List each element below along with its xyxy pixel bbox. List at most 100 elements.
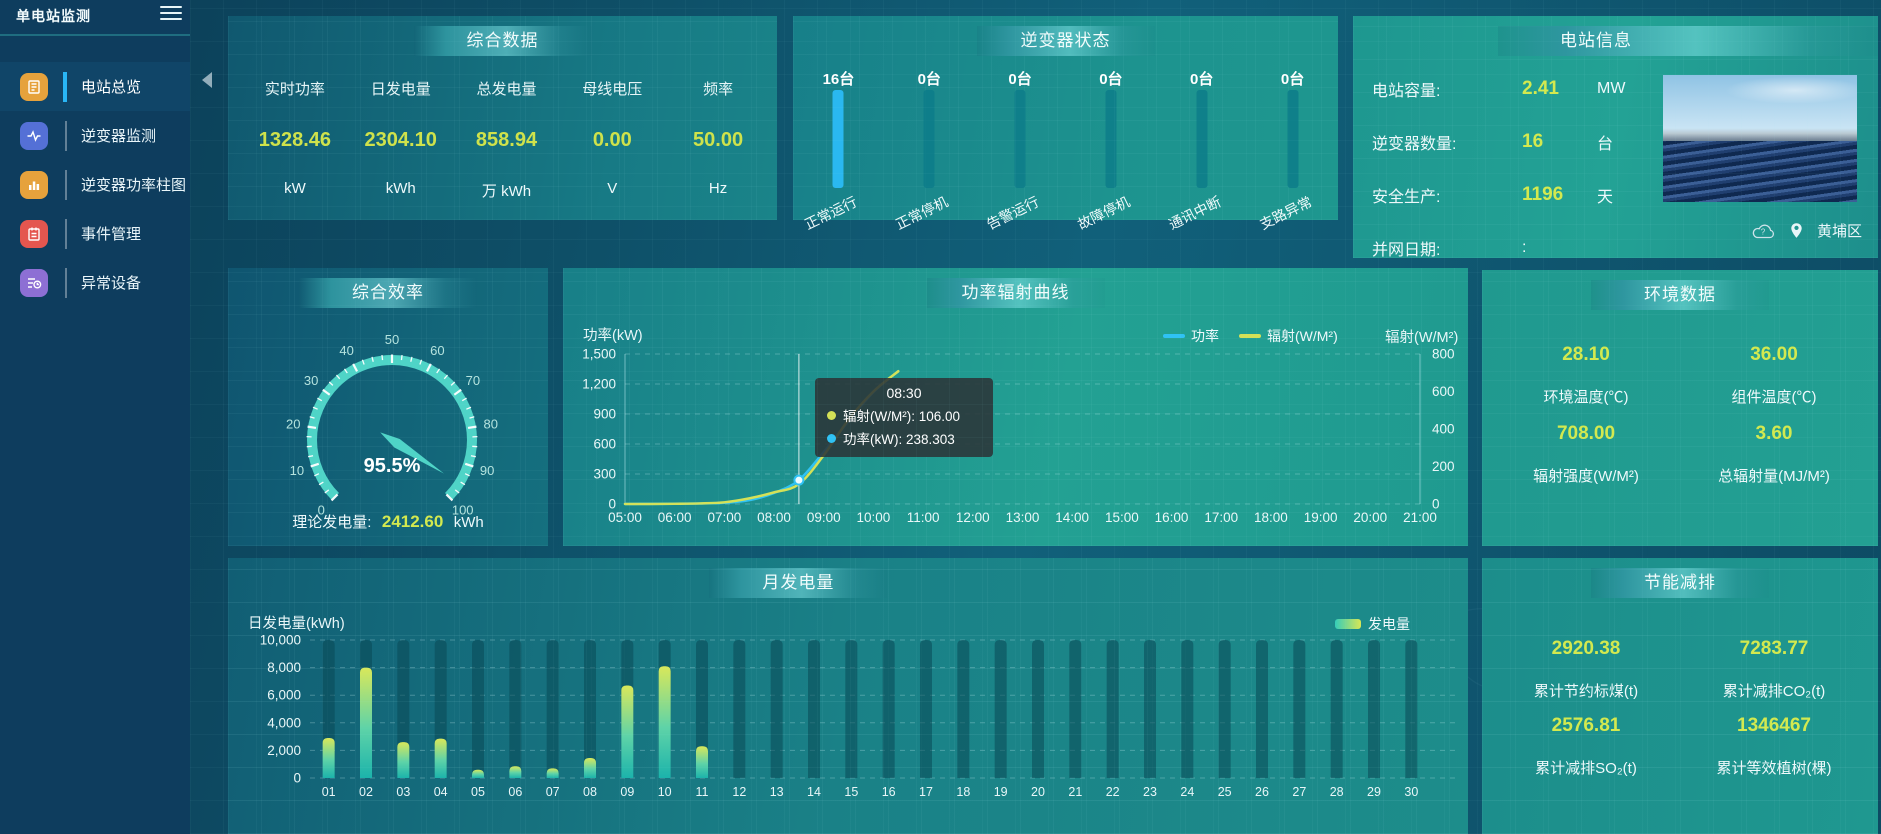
metric-label: 日发电量	[370, 81, 431, 98]
svg-text:90: 90	[480, 463, 494, 478]
inverter-count-row: 逆变器数量: 16 台	[1372, 115, 1672, 168]
svg-text:13:00: 13:00	[1006, 510, 1040, 525]
chart-tooltip: 08:30 辐射(W/M²): 106.00 功率(kW): 238.303	[815, 378, 993, 457]
legend-item-power[interactable]: 功率	[1163, 326, 1219, 346]
stat-label: 累计减排SO₂(t)	[1535, 760, 1637, 777]
svg-text:40: 40	[339, 343, 353, 358]
svg-text:12: 12	[732, 785, 746, 799]
status-bar	[1196, 90, 1208, 188]
panel-summary-data: 综合数据 实时功率 1328.46 kW 日发电量 2304.10 kWh 总发…	[228, 16, 777, 220]
sidebar-item-station-overview[interactable]: 电站总览	[0, 62, 190, 111]
panel-collapse-arrow-icon[interactable]	[202, 72, 212, 88]
panel-title: 月发电量	[709, 568, 888, 598]
sidebar-item-inverter-power-bars[interactable]: 逆变器功率柱图	[0, 160, 190, 209]
svg-text:60: 60	[430, 343, 444, 358]
stat-value: 3.60	[1755, 423, 1793, 444]
sidebar-item-label: 电站总览	[81, 79, 142, 96]
svg-text:11:00: 11:00	[907, 510, 940, 525]
status-bar	[923, 90, 935, 188]
svg-text:14:00: 14:00	[1055, 510, 1089, 525]
savings-coal: 2920.38 累计节约标煤(t)	[1492, 638, 1680, 701]
theoretical-generation: 理论发电量: 2412.60 kWh	[228, 511, 548, 532]
sidebar-item-inverter-monitor[interactable]: 逆变器监测	[0, 111, 190, 160]
inverter-status-column: 0台 通讯中断	[1156, 56, 1247, 232]
svg-text:07:00: 07:00	[707, 510, 741, 525]
svg-text:16: 16	[882, 785, 896, 799]
panel-title: 环境数据	[1591, 280, 1769, 310]
stat-value: 708.00	[1556, 423, 1616, 444]
environment-grid: 28.10 环境温度(℃) 36.00 组件温度(℃) 708.00 辐射强度(…	[1492, 344, 1868, 486]
notebook-icon	[20, 219, 48, 248]
row-value: 1196	[1522, 183, 1564, 205]
panel-power-radiation-curve: 功率辐射曲线 功率(kW) 功率 辐射(W/M²) 辐射(W/M²) 1,500…	[563, 268, 1468, 546]
document-icon	[20, 72, 48, 101]
legend-label: 发电量	[1368, 616, 1410, 632]
metric-bus-voltage: 母线电压 0.00 V	[559, 64, 665, 212]
svg-text:19: 19	[994, 785, 1008, 799]
bar-chart-icon	[20, 170, 48, 199]
panel-title: 功率辐射曲线	[926, 278, 1105, 308]
stat-label: 辐射强度(W/M²)	[1533, 468, 1639, 485]
waveform-icon	[20, 121, 48, 150]
sidebar-item-abnormal-devices[interactable]: 异常设备	[0, 258, 190, 307]
inverter-status-column: 0台 支路异常	[1247, 56, 1338, 232]
svg-text:09: 09	[620, 785, 634, 799]
svg-text:06:00: 06:00	[658, 510, 692, 525]
row-value: :	[1522, 238, 1527, 256]
footer-label: 理论发电量:	[292, 514, 372, 531]
svg-text:30: 30	[1404, 785, 1418, 799]
metric-unit: Hz	[708, 180, 728, 197]
location-pin-icon[interactable]	[1790, 222, 1803, 239]
svg-text:04: 04	[434, 785, 448, 799]
savings-trees: 1346467 累计等效植树(棵)	[1680, 715, 1868, 778]
svg-text:16:00: 16:00	[1155, 510, 1189, 525]
station-footer: ? 黄埔区	[1752, 220, 1862, 241]
panel-monthly-generation: 月发电量 日发电量(kWh) 发电量 10,000 8,000 6,000 4,000…	[228, 558, 1468, 834]
svg-text:25: 25	[1218, 785, 1232, 799]
cloud-icon[interactable]: ?	[1752, 223, 1776, 239]
stat-value: 36.00	[1750, 344, 1798, 365]
svg-text:4,000: 4,000	[267, 715, 301, 730]
status-bar	[832, 90, 844, 188]
svg-text:28: 28	[1330, 785, 1344, 799]
menu-toggle-icon[interactable]	[160, 6, 182, 22]
svg-text:20: 20	[1031, 785, 1045, 799]
metric-label: 母线电压	[582, 81, 643, 98]
svg-text:05: 05	[471, 785, 485, 799]
svg-text:20: 20	[286, 416, 300, 431]
env-ambient-temp: 28.10 环境温度(℃)	[1492, 344, 1680, 407]
legend-item-generation[interactable]: 发电量	[1335, 614, 1410, 634]
metric-label: 实时功率	[264, 81, 325, 98]
bar-count-label: 16台	[822, 71, 855, 88]
metric-value: 858.94	[475, 129, 538, 151]
svg-text:800: 800	[1432, 347, 1455, 362]
svg-text:50: 50	[385, 332, 399, 347]
monthly-bar-chart: 10,000 8,000 6,000 4,000 2,000 0 01 02 03 04 05 06 0…	[260, 633, 1458, 799]
row-label: 逆变器数量:	[1372, 135, 1457, 153]
svg-text:0: 0	[293, 771, 301, 786]
svg-text:10: 10	[658, 785, 672, 799]
svg-text:27: 27	[1292, 785, 1306, 799]
panel-inverter-status: 逆变器状态 16台 正常运行 0台 正常停机 0台 告警运行 0台 故障停机 0台 通讯中断 0台支…	[793, 16, 1338, 232]
svg-text:0: 0	[608, 497, 616, 512]
stat-label: 累计节约标煤(t)	[1533, 683, 1639, 700]
monthly-axis-name: 日发电量(kWh)	[248, 616, 345, 632]
station-info-rows: 电站容量: 2.41 MW 逆变器数量: 16 台 安全生产: 1196 天 并…	[1372, 62, 1672, 259]
env-module-temp: 36.00 组件温度(℃)	[1680, 344, 1868, 407]
savings-co2: 7283.77 累计减排CO₂(t)	[1680, 638, 1868, 701]
right-axis-name: 辐射(W/M²)	[1385, 330, 1459, 346]
status-bar	[1014, 90, 1026, 188]
app-title: 单电站监测	[16, 8, 91, 24]
inverter-status-column: 0台 告警运行	[975, 56, 1066, 232]
sidebar-item-event-management[interactable]: 事件管理	[0, 209, 190, 258]
inverter-status-chart: 16台 正常运行 0台 正常停机 0台 告警运行 0台 故障停机 0台 通讯中断 0台 支路异常	[793, 56, 1338, 232]
legend-item-radiation[interactable]: 辐射(W/M²)	[1239, 326, 1338, 346]
svg-text:11: 11	[696, 785, 709, 799]
svg-text:07: 07	[546, 785, 560, 799]
svg-text:300: 300	[593, 467, 616, 482]
svg-text:29: 29	[1367, 785, 1381, 799]
sidebar-menu: 电站总览 逆变器监测 逆变器功率柱图 事	[0, 62, 190, 307]
device-list-icon	[20, 268, 48, 297]
stat-label: 总辐射量(MJ/M²)	[1718, 468, 1830, 485]
